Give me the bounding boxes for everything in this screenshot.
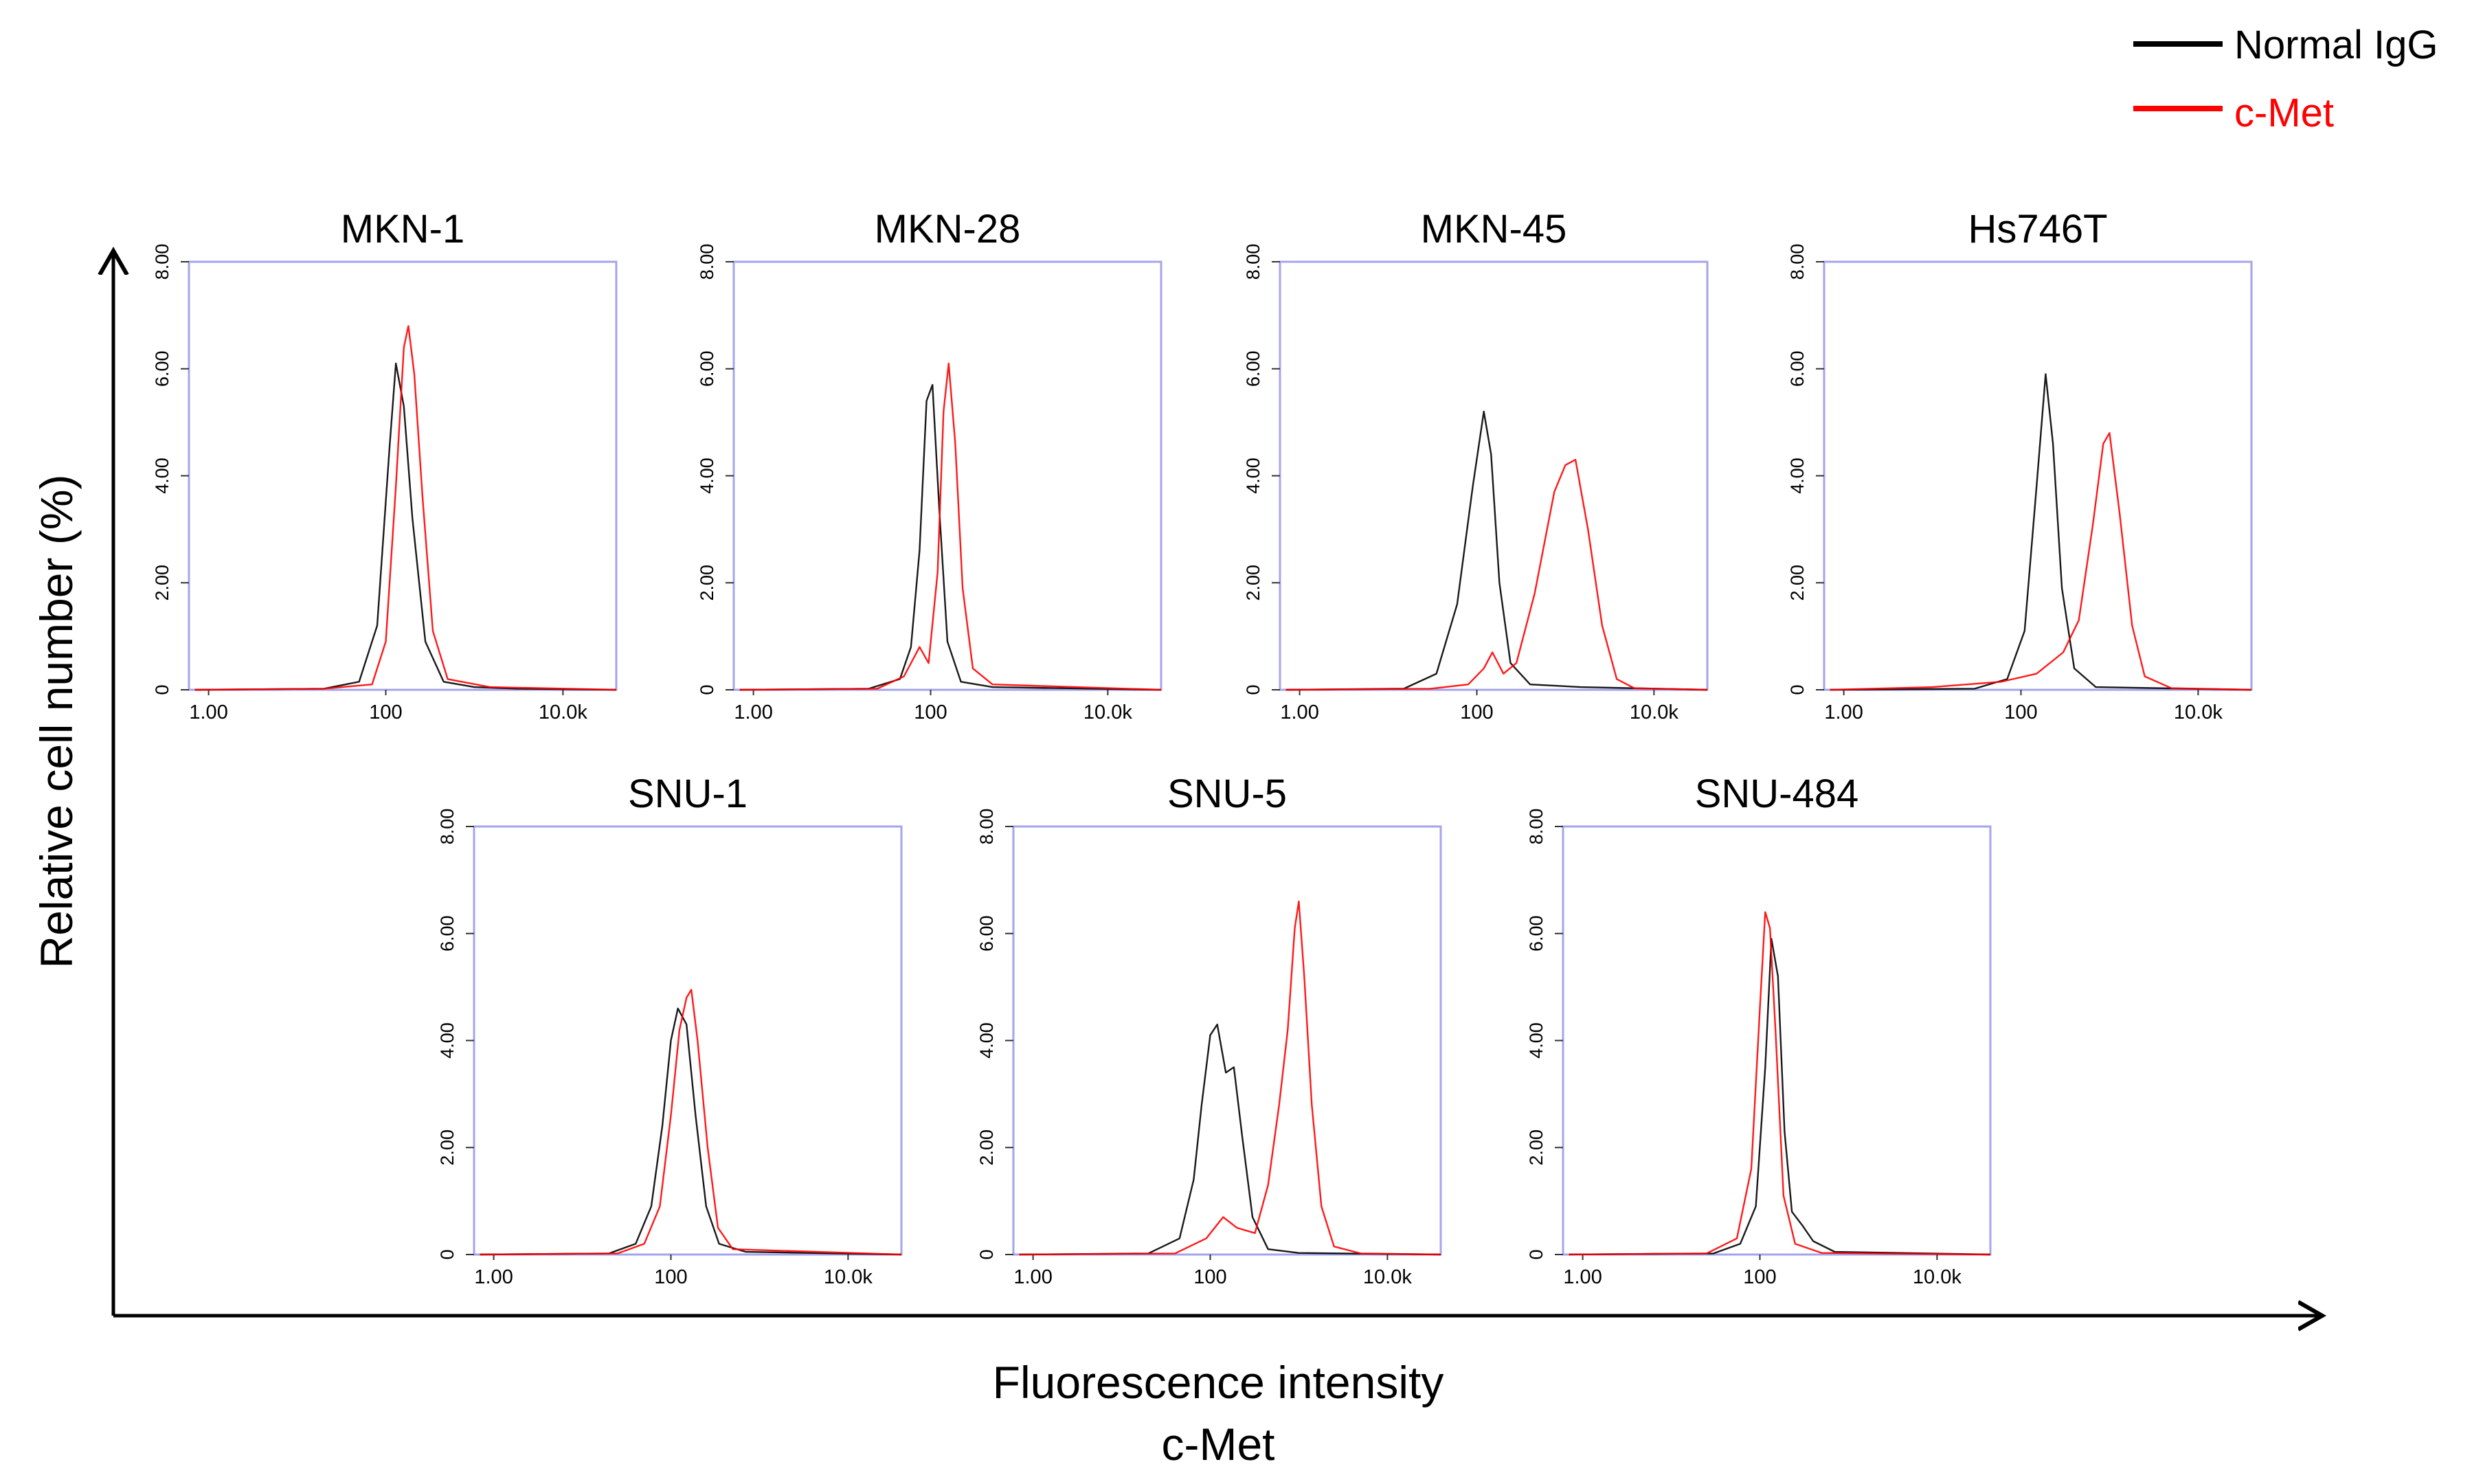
series-line-c-met-mkn-45 [1285, 458, 1708, 691]
series-line-c-met-snu-5 [1019, 900, 1441, 1256]
x-tick-label: 100 [1193, 1266, 1226, 1288]
legend: Normal IgG c-Met [2133, 23, 2438, 135]
y-tick-label: 2.00 [152, 565, 172, 601]
y-tick-label: 6.00 [1787, 350, 1808, 387]
y-tick-label: 4.00 [437, 1022, 458, 1059]
x-tick-label: 1.00 [1280, 701, 1318, 723]
y-tick-label: 2.00 [1243, 565, 1263, 601]
x-tick-label: 100 [914, 701, 947, 723]
y-tick-label: 6.00 [1243, 350, 1263, 387]
y-tick-label: 2.00 [437, 1129, 458, 1166]
y-tick-label: 6.00 [976, 915, 997, 952]
panel-mkn-45: MKN-45 0 2.00 4.00 6.00 8.00 1.00 100 10.0k [1243, 207, 1709, 723]
histogram-panels: MKN-102.004.006.008.001.00 100 10.0kMKN-28… [152, 207, 2253, 1288]
plot-frame-mkn-1 [188, 260, 618, 691]
y-tick-label: 6.00 [437, 915, 458, 952]
panel-mkn-1: MKN-1 0 2.00 4.00 6.00 8.00 1.00 100 10.0k [152, 207, 618, 723]
y-tick-label: 2.00 [1526, 1129, 1547, 1166]
y-tick-label: 8.00 [437, 809, 458, 845]
x-tick-label: 1.00 [189, 701, 227, 723]
y-tick-label: 2.00 [976, 1129, 997, 1166]
x-tick-label: 100 [369, 701, 402, 723]
x-tick-label: 1.00 [734, 701, 772, 723]
panel-mkn-28: MKN-28 0 2.00 4.00 6.00 8.00 1.00 100 10.0k [697, 207, 1162, 723]
series-line-normal-igg-mkn-28 [739, 383, 1162, 691]
panel-snu-484: SNU-484 0 2.00 4.00 6.00 8.00 1.00 100 10.0k [1526, 772, 1992, 1288]
y-tick-label: 0 [976, 1249, 997, 1259]
y-tick-label: 0 [697, 684, 717, 695]
series-line-normal-igg-snu-484 [1569, 938, 1991, 1256]
y-tick-label: 4.00 [1526, 1022, 1547, 1059]
y-tick-label: 2.00 [1787, 565, 1808, 601]
y-tick-label: 0 [1526, 1249, 1547, 1259]
x-tick-label: 10.0k [1363, 1266, 1412, 1288]
y-tick-label: 0 [1243, 684, 1263, 695]
x-tick-label: 10.0k [2174, 701, 2223, 723]
x-tick-label: 100 [1743, 1266, 1776, 1288]
y-tick-label: 4.00 [697, 458, 717, 494]
panel-title-hs746t: Hs746T [1968, 207, 2107, 251]
series-line-c-met-snu-484 [1569, 911, 1991, 1256]
main-y-axis-label: Relative cell number (%) [31, 475, 82, 969]
y-tick-label: 0 [152, 684, 172, 695]
panel-title-snu-5: SNU-5 [1167, 772, 1287, 816]
x-tick-label: 100 [654, 1266, 687, 1288]
y-tick-label: 8.00 [1787, 244, 1808, 280]
plot-frame-mkn-28 [732, 260, 1162, 691]
x-tick-label: 1.00 [1563, 1266, 1602, 1288]
panel-hs746t: Hs746T 0 2.00 4.00 6.00 8.00 1.00 100 10.0k [1787, 207, 2253, 723]
x-tick-label: 10.0k [1083, 701, 1132, 723]
x-tick-label: 1.00 [1824, 701, 1863, 723]
x-tick-label: 100 [1460, 701, 1493, 723]
plot-frame-mkn-45 [1279, 260, 1709, 691]
series-line-c-met-mkn-28 [739, 362, 1162, 691]
panel-title-mkn-28: MKN-28 [875, 207, 1021, 251]
series-line-c-met-hs746t [1830, 432, 2252, 691]
x-tick-label: 1.00 [1013, 1266, 1052, 1288]
x-tick-label: 10.0k [824, 1266, 873, 1288]
panel-title-mkn-45: MKN-45 [1421, 207, 1567, 251]
panel-title-snu-484: SNU-484 [1695, 772, 1859, 816]
main-x-axis-label-line2: c-Met [1162, 1419, 1275, 1470]
y-tick-label: 6.00 [1526, 915, 1547, 952]
series-line-c-met-snu-1 [480, 989, 902, 1256]
series-line-c-met-mkn-1 [194, 325, 617, 691]
y-tick-label: 6.00 [697, 350, 717, 387]
y-tick-label: 8.00 [976, 809, 997, 845]
x-tick-label: 1.00 [474, 1266, 513, 1288]
y-tick-label: 4.00 [152, 458, 172, 494]
series-line-normal-igg-mkn-1 [194, 362, 617, 691]
panel-snu-1: SNU-1 0 2.00 4.00 6.00 8.00 1.00 100 10.0k [437, 772, 903, 1288]
series-line-normal-igg-snu-1 [480, 1007, 902, 1256]
panel-title-mkn-1: MKN-1 [341, 207, 464, 251]
y-tick-label: 4.00 [1243, 458, 1263, 494]
x-tick-label: 10.0k [539, 701, 587, 723]
y-tick-label: 4.00 [976, 1022, 997, 1059]
main-x-axis-label-line1: Fluorescence intensity [993, 1357, 1444, 1408]
series-line-normal-igg-hs746t [1830, 373, 2252, 691]
x-tick-label: 10.0k [1630, 701, 1678, 723]
x-tick-label: 10.0k [1913, 1266, 1962, 1288]
y-tick-label: 8.00 [152, 244, 172, 280]
x-tick-label: 100 [2004, 701, 2037, 723]
series-line-normal-igg-snu-5 [1019, 1023, 1441, 1256]
y-tick-label: 6.00 [152, 350, 172, 387]
legend-label-c-met: c-Met [2234, 91, 2334, 135]
legend-label-normal-igg: Normal IgG [2234, 23, 2438, 67]
y-tick-label: 8.00 [1526, 809, 1547, 845]
y-tick-label: 8.00 [1243, 244, 1263, 280]
y-tick-label: 8.00 [697, 244, 717, 280]
series-line-normal-igg-mkn-45 [1285, 410, 1708, 691]
y-tick-label: 4.00 [1787, 458, 1808, 494]
panel-title-snu-1: SNU-1 [628, 772, 748, 816]
y-tick-label: 0 [1787, 684, 1808, 695]
y-tick-label: 0 [437, 1249, 458, 1259]
plot-frame-snu-5 [1012, 825, 1442, 1256]
y-tick-label: 2.00 [697, 565, 717, 601]
panel-snu-5: SNU-5 0 2.00 4.00 6.00 8.00 1.00 100 10.0k [976, 772, 1442, 1288]
